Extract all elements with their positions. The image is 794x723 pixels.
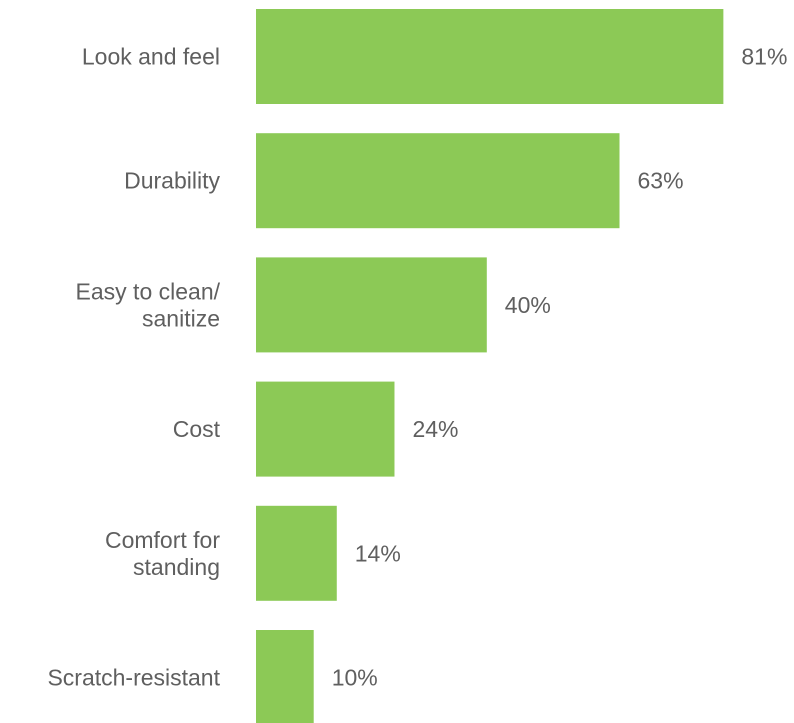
category-label: Look and feel [82, 44, 220, 70]
value-label: 63% [638, 168, 684, 194]
category-label: Durability [124, 168, 220, 194]
bar-2 [256, 257, 487, 353]
value-label: 81% [741, 44, 787, 70]
category-label: standing [133, 554, 220, 580]
bar-3 [256, 381, 395, 477]
bar-4 [256, 505, 337, 601]
bar-0 [256, 9, 724, 104]
category-labels-group: Look and feel Durability Easy to clean/san… [47, 44, 220, 691]
category-label: sanitize [142, 305, 220, 331]
category-label: Cost [173, 416, 221, 442]
value-label: 40% [505, 292, 551, 318]
bar-1 [256, 133, 620, 229]
value-label: 24% [412, 416, 458, 442]
value-label: 10% [332, 665, 378, 691]
value-labels-group: 81% 63% 40% 24% 14% 10% [332, 44, 788, 691]
bar-5 [256, 630, 314, 723]
bars-group [256, 9, 724, 723]
category-label: Scratch-resistant [47, 665, 220, 691]
category-label: Easy to clean/ [76, 278, 221, 304]
category-label: Comfort for [105, 527, 220, 553]
value-label: 14% [355, 540, 401, 566]
